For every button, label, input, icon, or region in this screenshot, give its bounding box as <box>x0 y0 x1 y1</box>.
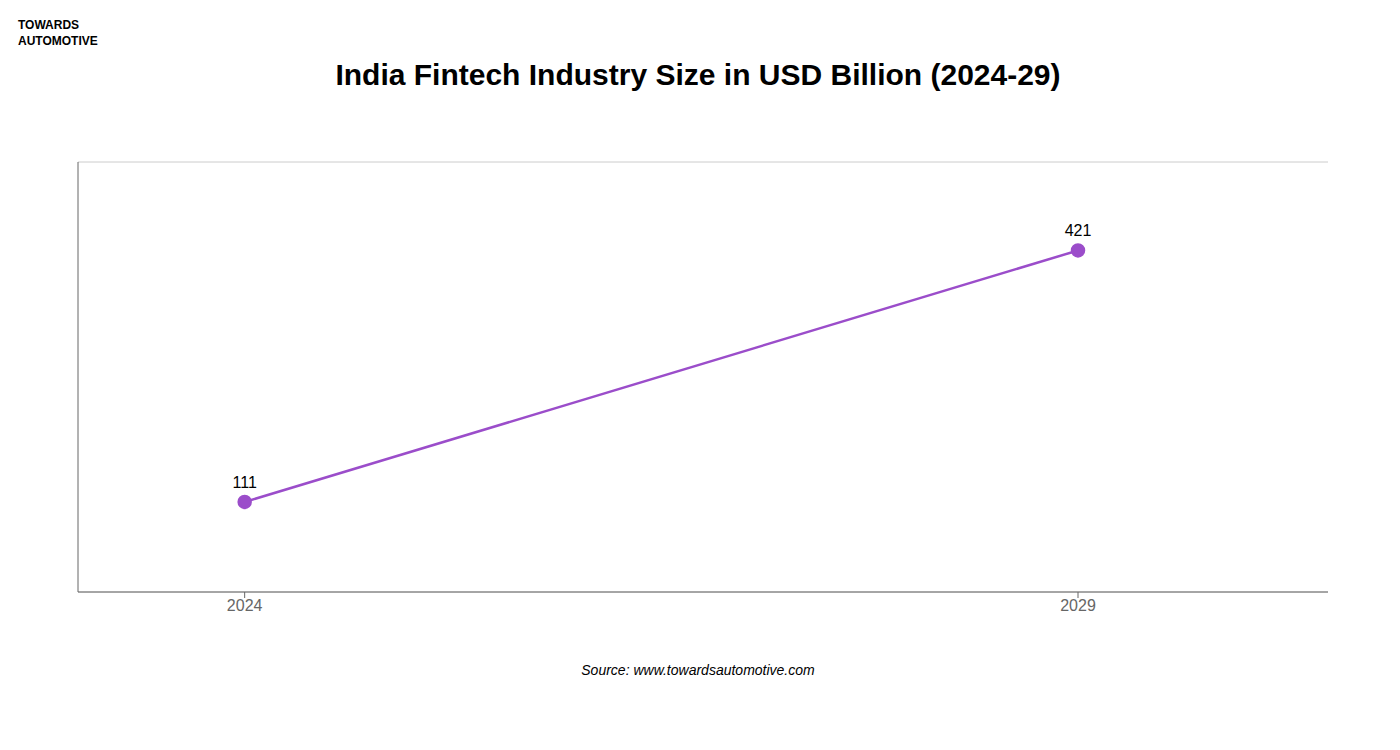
svg-text:2029: 2029 <box>1060 597 1096 614</box>
html-text:India Fintech Industry Size in: India Fintech Industry Size in USD Billi… <box>335 58 1061 91</box>
html-text:Source: www.towardsautomotive.: Source: www.towardsautomotive.com <box>581 662 815 678</box>
svg-text:111: 111 <box>233 474 257 491</box>
svg-text:421: 421 <box>1065 222 1092 239</box>
html-text:TOWARDS: TOWARDS <box>18 18 80 32</box>
svg-text:2024: 2024 <box>227 597 263 614</box>
html-text:AUTOMOTIVE: AUTOMOTIVE <box>18 33 98 48</box>
